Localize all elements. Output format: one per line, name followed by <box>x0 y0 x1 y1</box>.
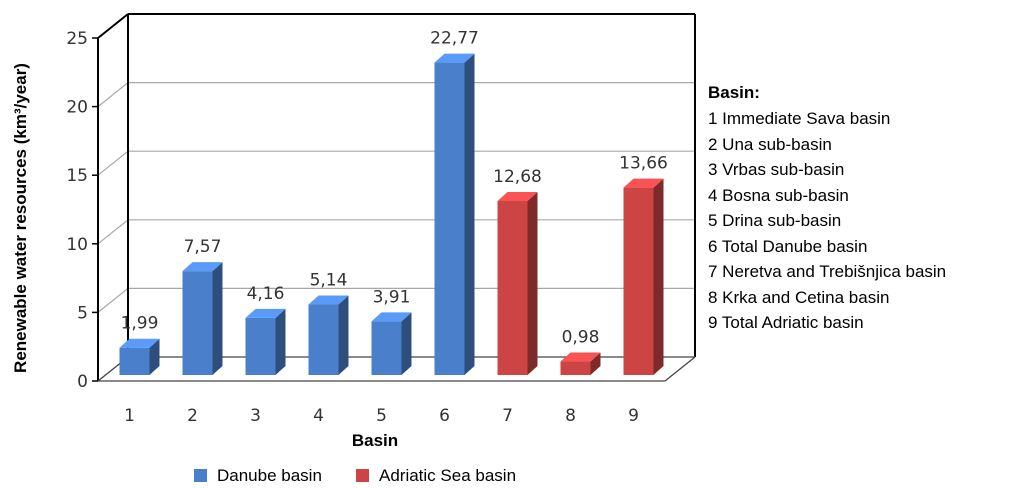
bar-front <box>371 321 402 375</box>
basin-key-item: 6 Total Danube basin <box>708 236 868 256</box>
basin-key-item: 5 Drina sub-basin <box>708 211 842 230</box>
basin-key-item: 8 Krka and Cetina basin <box>708 287 890 307</box>
bar-front <box>497 201 528 375</box>
bar-front <box>182 271 213 375</box>
y-axis-title: Renewable water resources (km³/year) <box>11 63 30 373</box>
data-label: 22,77 <box>430 29 479 49</box>
legend-swatch-danube <box>194 469 207 482</box>
data-label: 3,91 <box>373 287 411 307</box>
bar-front <box>623 187 654 375</box>
x-tick-label: 8 <box>565 406 576 426</box>
bar-top <box>497 192 538 202</box>
y-tick-label: 20 <box>66 98 88 118</box>
basin-key-heading: Basin: <box>708 83 760 102</box>
data-label: 4,16 <box>247 284 285 304</box>
axis-line <box>97 13 129 39</box>
bar-3 <box>245 308 286 375</box>
data-label: 7,57 <box>184 237 222 257</box>
data-label: 5,14 <box>310 270 348 290</box>
bar-5 <box>371 312 412 375</box>
x-axis-title: Basin <box>352 431 398 450</box>
data-labels: 1,99 7,57 4,16 5,14 3,91 22,77 12,68 0,98 13,66 <box>121 29 668 348</box>
bar-4 <box>308 295 349 375</box>
bar-7 <box>497 192 538 375</box>
x-tick-labels: 1 2 3 4 5 6 7 8 9 <box>124 406 639 426</box>
data-label: 1,99 <box>121 314 159 334</box>
x-tick-label: 4 <box>313 406 324 426</box>
bar-top <box>182 262 223 272</box>
x-tick-label: 6 <box>439 406 450 426</box>
bars-layer <box>119 53 664 375</box>
bar-front <box>245 317 276 375</box>
bar-9 <box>623 178 664 375</box>
x-tick-label: 2 <box>187 406 198 426</box>
bar-side <box>527 192 538 375</box>
y-tick-label: 25 <box>66 29 88 49</box>
x-tick-label: 1 <box>124 406 135 426</box>
legend-swatch-adriatic <box>356 469 369 482</box>
bar-top <box>371 312 412 322</box>
legend-label-adriatic: Adriatic Sea basin <box>379 466 516 485</box>
y-tick-labels: 0 5 10 15 20 25 <box>66 29 88 392</box>
bar-top <box>119 338 160 348</box>
bar-side <box>590 352 601 375</box>
basin-key-item: 4 Bosna sub-basin <box>708 185 849 205</box>
bar-top <box>245 308 286 318</box>
bar-side <box>212 262 223 375</box>
basin-key-item: 3 Vrbas sub-basin <box>708 160 845 179</box>
x-tick-label: 3 <box>250 406 261 426</box>
bar-side <box>653 178 664 375</box>
basin-key-item: 7 Neretva and Trebišnjica basin <box>708 262 947 281</box>
bar-top <box>623 178 664 188</box>
bar-side <box>464 53 475 375</box>
bar-2 <box>182 262 223 375</box>
bar-front <box>119 347 150 375</box>
bar-top <box>434 53 475 63</box>
x-tick-label: 5 <box>376 406 387 426</box>
data-label: 13,66 <box>619 154 668 174</box>
basin-key-item: 9 Total Adriatic basin <box>708 313 864 332</box>
data-label: 12,68 <box>493 167 542 187</box>
bar-top <box>308 295 349 305</box>
bar-front <box>308 304 339 375</box>
bar-top <box>560 352 601 362</box>
bar-chart: 0 5 10 15 20 25 1 2 3 4 5 6 7 8 9 1,99 7,57 4,16 5,14 3,9… <box>11 13 696 485</box>
series-legend: Danube basin Adriatic Sea basin <box>194 466 516 485</box>
y-tick-label: 15 <box>66 166 88 186</box>
bar-8 <box>560 352 601 375</box>
bar-side <box>338 295 349 375</box>
basin-key: Basin: 1 Immediate Sava basin 2 Una sub-… <box>708 80 1008 336</box>
bar-6 <box>434 53 475 375</box>
y-tick-label: 0 <box>77 372 88 392</box>
bar-side <box>401 312 412 375</box>
basin-key-item: 2 Una sub-basin <box>708 134 832 154</box>
bar-front <box>434 62 465 375</box>
legend-label-danube: Danube basin <box>217 466 322 485</box>
basin-key-item: 1 Immediate Sava basin <box>708 109 891 128</box>
back-wall <box>128 14 695 357</box>
bar-front <box>560 361 591 375</box>
bar-side <box>275 308 286 375</box>
y-tick-label: 5 <box>77 303 88 323</box>
x-tick-label: 9 <box>628 406 639 426</box>
axis-line <box>664 356 696 382</box>
bar-side <box>149 338 160 375</box>
data-label: 0,98 <box>562 328 600 348</box>
x-tick-label: 7 <box>502 406 513 426</box>
y-tick-label: 10 <box>66 235 88 255</box>
bar-1 <box>119 338 160 375</box>
